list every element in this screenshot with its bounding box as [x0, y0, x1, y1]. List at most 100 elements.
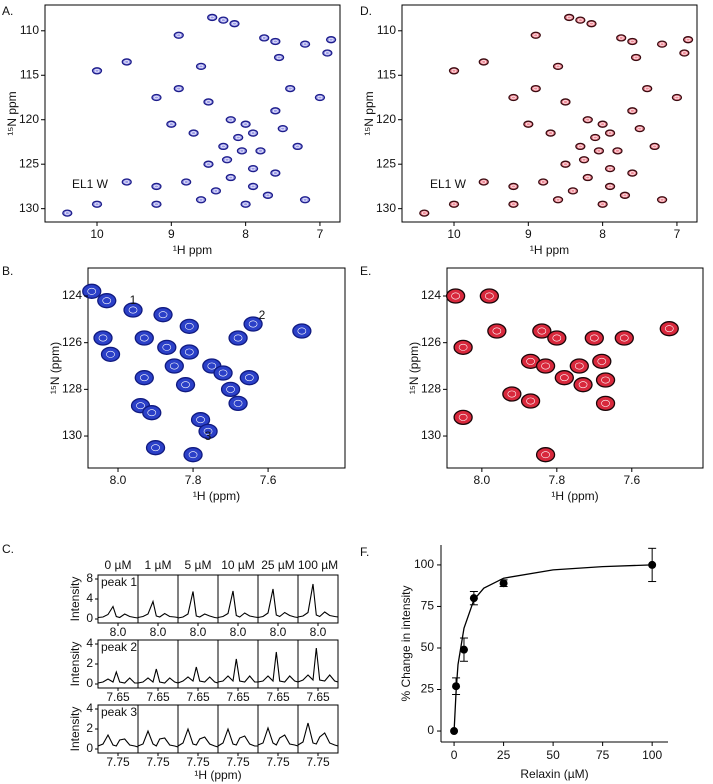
peak-inner: [421, 211, 427, 215]
peak-inner: [525, 122, 531, 126]
point: [450, 727, 459, 736]
peak: [195, 62, 207, 71]
peak-inner: [607, 166, 613, 171]
trace: [297, 722, 339, 747]
peak-inner: [239, 149, 245, 153]
peak-inner: [451, 292, 460, 300]
peak-inner: [106, 350, 115, 358]
trace: [137, 599, 179, 619]
peak-inner: [633, 55, 639, 60]
peak: [151, 200, 162, 208]
peak: [292, 323, 312, 339]
trace: [97, 733, 139, 748]
peak: [207, 13, 218, 22]
peak: [270, 169, 281, 177]
peak-inner: [552, 334, 562, 342]
peak-inner: [537, 327, 547, 335]
x-tick-label: 7.75: [146, 755, 170, 769]
peak-inner: [297, 327, 307, 335]
peak-inner: [682, 51, 687, 55]
peak: [91, 200, 103, 208]
y-tick-label: 126: [62, 335, 82, 349]
peak-inner: [98, 334, 108, 342]
peak-inner: [559, 374, 569, 382]
trace: [177, 666, 219, 684]
peak-inner: [198, 198, 204, 202]
peak: [247, 164, 259, 173]
peak: [595, 395, 616, 412]
peak-inner: [533, 86, 539, 91]
y-axis-title: ¹⁵N ppm: [5, 91, 19, 135]
peak-inner: [574, 362, 584, 370]
peak-inner: [451, 69, 457, 73]
peak-inner: [578, 18, 583, 22]
peak-inner: [154, 202, 159, 206]
y-tick-label: 4: [86, 591, 93, 605]
peak: [532, 323, 552, 339]
peak: [198, 423, 218, 440]
x-tick-label: 7.65: [306, 690, 330, 704]
x-tick-label: 75: [596, 748, 610, 762]
peak: [614, 330, 634, 346]
peak-inner: [533, 33, 539, 37]
peak: [314, 93, 326, 102]
plot-frame: [44, 4, 341, 223]
x-tick-label: 8.0: [310, 625, 327, 639]
peak: [91, 67, 103, 75]
peak: [229, 20, 240, 28]
peak: [228, 330, 248, 346]
column-header: 100 µM: [298, 558, 338, 572]
peak-inner: [600, 202, 605, 206]
peak-inner: [526, 397, 535, 405]
row-label: peak 3: [101, 705, 137, 719]
peak: [151, 182, 162, 191]
peak: [419, 209, 430, 217]
peak-inner: [250, 166, 256, 171]
peak: [259, 34, 270, 42]
peak: [299, 40, 311, 48]
y-axis-title: ¹⁵N (ppm): [48, 342, 62, 394]
peak-inner: [94, 202, 100, 206]
peak: [682, 36, 694, 44]
subplot-frame: [297, 704, 339, 754]
panel-letter: D.: [360, 4, 372, 18]
y-tick-label: 100: [414, 557, 434, 571]
peak-inner: [555, 198, 561, 202]
peak-inner: [261, 36, 267, 40]
point: [459, 645, 468, 654]
peak: [619, 191, 631, 199]
peak: [213, 365, 233, 381]
subplot-frame: [217, 639, 259, 689]
point: [469, 594, 478, 603]
peak-inner: [458, 413, 468, 421]
peak: [538, 178, 549, 186]
peak-inner: [481, 180, 487, 184]
peak: [240, 120, 251, 128]
peak-inner: [618, 36, 624, 40]
y-tick-label: 2: [86, 656, 93, 670]
peak: [478, 178, 489, 186]
peak: [225, 173, 236, 182]
peak-inner: [233, 399, 243, 407]
peak-inner: [191, 131, 196, 135]
peak: [612, 147, 623, 155]
peak: [560, 160, 571, 168]
peak: [604, 164, 616, 173]
peak-inner: [176, 33, 182, 37]
peak: [100, 346, 121, 362]
peak-inner: [637, 126, 643, 131]
peak-inner: [243, 122, 248, 126]
peak: [530, 31, 541, 39]
peak-inner: [619, 334, 629, 342]
y-tick-label: 128: [421, 382, 441, 396]
peak: [535, 447, 556, 463]
peak-inner: [154, 95, 159, 100]
peak: [210, 187, 222, 195]
trace: [177, 591, 219, 619]
peak-label: 1: [130, 293, 137, 307]
peak: [535, 358, 556, 374]
peak: [134, 330, 154, 346]
y-axis-title: ¹⁵N ppm: [362, 91, 376, 135]
y-tick-label: 25: [421, 682, 435, 696]
